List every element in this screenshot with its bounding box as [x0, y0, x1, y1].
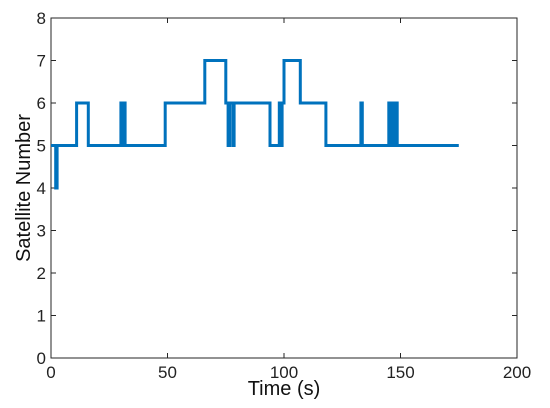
y-tick-label-2: 2	[37, 264, 46, 283]
series-line-0	[51, 59, 459, 190]
x-tick-label-3: 150	[386, 363, 414, 382]
y-tick-label-8: 8	[37, 9, 46, 28]
x-tick-label-4: 200	[503, 363, 531, 382]
y-tick-label-7: 7	[37, 52, 46, 71]
y-tick-label-5: 5	[37, 137, 46, 156]
x-tick-label-1: 50	[158, 363, 177, 382]
y-axis-ticks: 0 1 2 3 4 5 6 7 8	[37, 9, 517, 368]
y-tick-label-1: 1	[37, 307, 46, 326]
x-tick-label-2: 100	[270, 363, 298, 382]
x-axis-ticks: 0 50 100 150 200	[46, 18, 531, 382]
series-layer	[51, 59, 459, 190]
x-axis-label: Time (s)	[248, 378, 321, 400]
y-tick-label-6: 6	[37, 94, 46, 113]
x-tick-label-0: 0	[46, 363, 55, 382]
y-tick-label-4: 4	[37, 179, 46, 198]
y-tick-label-3: 3	[37, 222, 46, 241]
y-axis-label: Satellite Number	[13, 114, 35, 262]
y-tick-label-0: 0	[37, 349, 46, 368]
